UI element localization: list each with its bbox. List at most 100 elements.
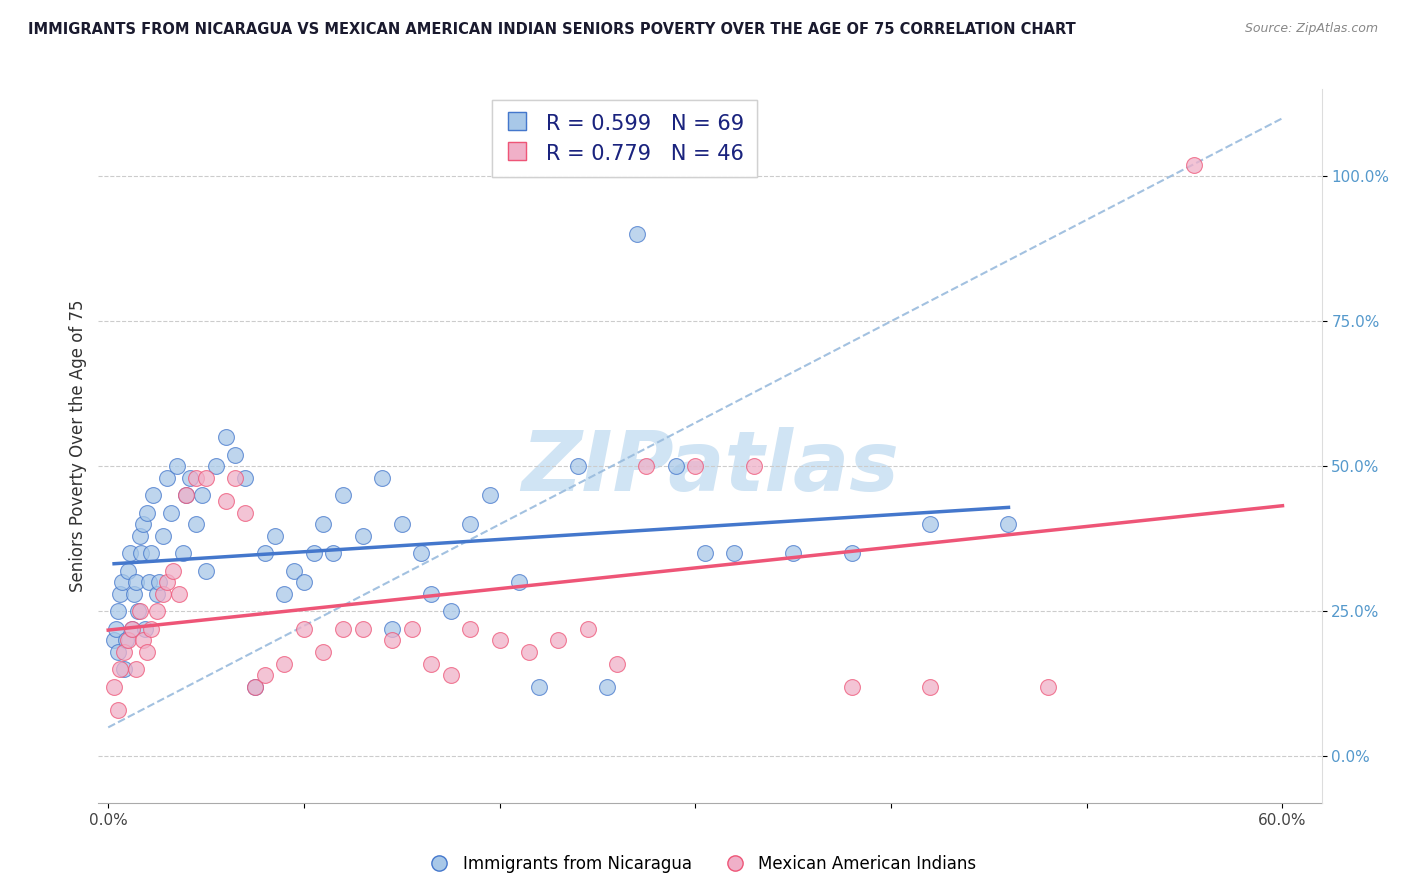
Point <box>141 546 163 560</box>
Point <box>107 604 129 618</box>
Point <box>508 575 530 590</box>
Point <box>214 494 236 508</box>
Point <box>292 575 315 590</box>
Point <box>121 622 143 636</box>
Point <box>146 604 169 618</box>
Point <box>107 703 129 717</box>
Point <box>920 517 942 532</box>
Point <box>121 622 143 636</box>
Point <box>205 459 228 474</box>
Point <box>401 622 423 636</box>
Point <box>665 459 688 474</box>
Point <box>141 622 163 636</box>
Point <box>332 622 354 636</box>
Legend: Immigrants from Nicaragua, Mexican American Indians: Immigrants from Nicaragua, Mexican Ameri… <box>423 848 983 880</box>
Point <box>156 471 179 485</box>
Point <box>440 604 463 618</box>
Point <box>233 506 256 520</box>
Point <box>782 546 804 560</box>
Point <box>108 587 131 601</box>
Point <box>166 459 188 474</box>
Point <box>920 680 942 694</box>
Point <box>108 662 131 676</box>
Point <box>162 564 184 578</box>
Point <box>127 604 149 618</box>
Point <box>128 604 150 618</box>
Point <box>352 622 374 636</box>
Text: IMMIGRANTS FROM NICARAGUA VS MEXICAN AMERICAN INDIAN SENIORS POVERTY OVER THE AG: IMMIGRANTS FROM NICARAGUA VS MEXICAN AME… <box>28 22 1076 37</box>
Point <box>146 587 169 601</box>
Point <box>283 564 305 578</box>
Point <box>138 575 160 590</box>
Point <box>381 622 404 636</box>
Point <box>723 546 745 560</box>
Point <box>195 471 218 485</box>
Point <box>112 645 135 659</box>
Text: Source: ZipAtlas.com: Source: ZipAtlas.com <box>1244 22 1378 36</box>
Point <box>263 529 285 543</box>
Point <box>253 546 276 560</box>
Point <box>176 488 198 502</box>
Point <box>191 488 214 502</box>
Point <box>172 546 194 560</box>
Point <box>124 662 146 676</box>
Point <box>224 471 246 485</box>
Point <box>685 459 707 474</box>
Point <box>195 564 218 578</box>
Point <box>527 680 550 694</box>
Point <box>478 488 501 502</box>
Point <box>841 680 863 694</box>
Point <box>567 459 589 474</box>
Point <box>273 587 295 601</box>
Point <box>547 633 569 648</box>
Point <box>233 471 256 485</box>
Point <box>186 471 208 485</box>
Point <box>371 471 394 485</box>
Point <box>576 622 599 636</box>
Point <box>148 575 170 590</box>
Point <box>117 633 139 648</box>
Point <box>136 506 159 520</box>
Point <box>128 529 150 543</box>
Point <box>134 622 156 636</box>
Point <box>312 517 335 532</box>
Point <box>112 662 135 676</box>
Point <box>214 430 236 444</box>
Point <box>136 645 159 659</box>
Point <box>292 622 315 636</box>
Point <box>132 517 155 532</box>
Point <box>107 645 129 659</box>
Point <box>142 488 165 502</box>
Point <box>606 657 628 671</box>
Point <box>186 517 208 532</box>
Point <box>176 488 198 502</box>
Point <box>997 517 1019 532</box>
Point <box>636 459 658 474</box>
Point <box>118 546 141 560</box>
Y-axis label: Seniors Poverty Over the Age of 75: Seniors Poverty Over the Age of 75 <box>69 300 87 592</box>
Point <box>695 546 717 560</box>
Point <box>152 529 174 543</box>
Text: ZIPatlas: ZIPatlas <box>522 427 898 508</box>
Point <box>103 633 125 648</box>
Point <box>352 529 374 543</box>
Legend: R = 0.599   N = 69, R = 0.779   N = 46: R = 0.599 N = 69, R = 0.779 N = 46 <box>492 100 756 178</box>
Point <box>152 587 174 601</box>
Point <box>243 680 266 694</box>
Point <box>458 622 481 636</box>
Point <box>111 575 134 590</box>
Point <box>132 633 155 648</box>
Point <box>131 546 153 560</box>
Point <box>488 633 510 648</box>
Point <box>253 668 276 682</box>
Point <box>742 459 765 474</box>
Point <box>179 471 201 485</box>
Point <box>1036 680 1059 694</box>
Point <box>420 587 443 601</box>
Point <box>458 517 481 532</box>
Point <box>332 488 354 502</box>
Point <box>626 227 648 242</box>
Point <box>517 645 540 659</box>
Point <box>122 587 145 601</box>
Point <box>302 546 325 560</box>
